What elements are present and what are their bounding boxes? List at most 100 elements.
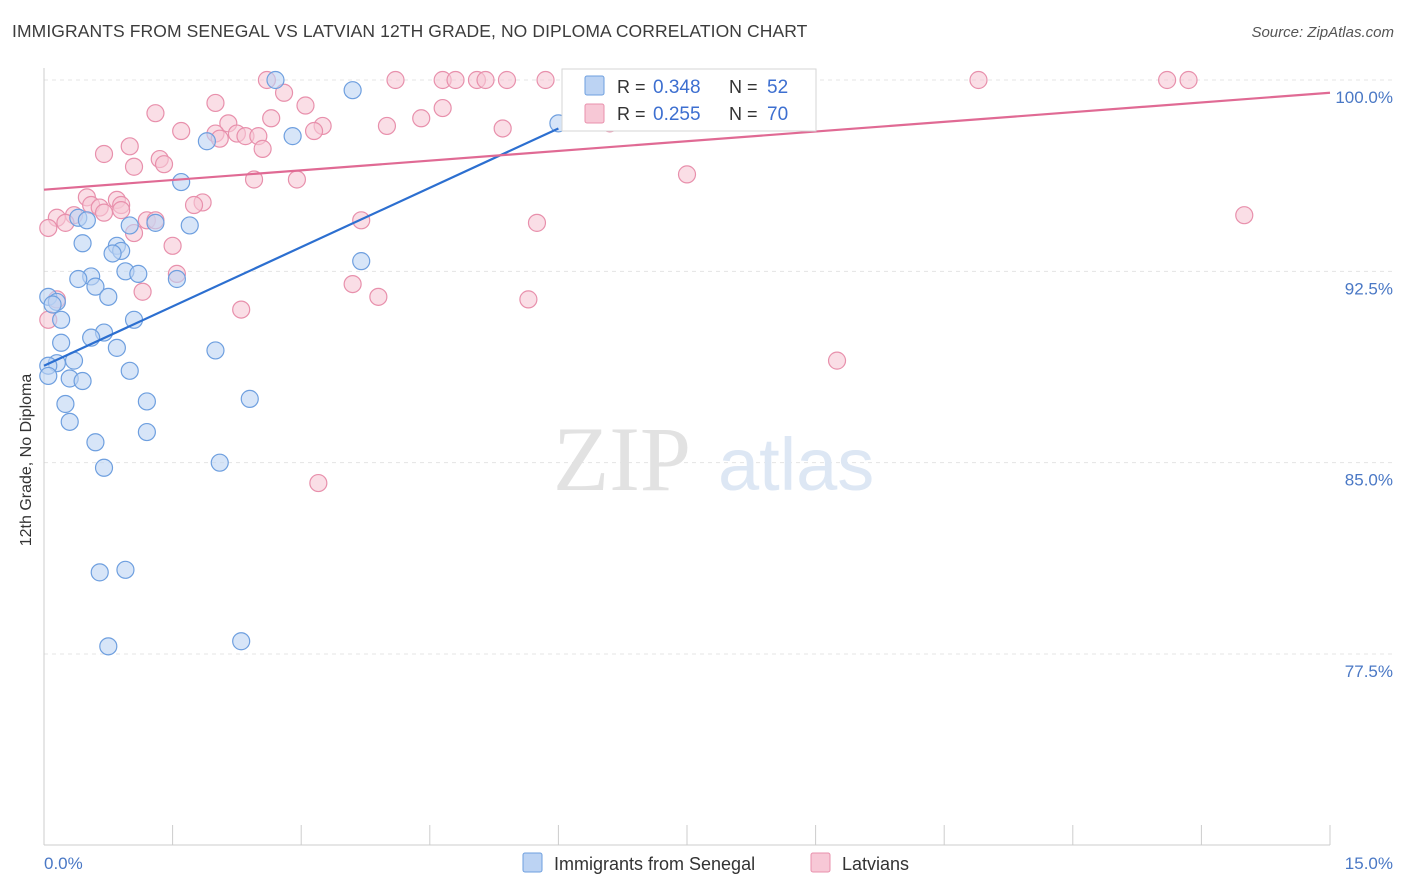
- x-tick-label-0: 0.0%: [44, 854, 83, 873]
- point-latvians-33: [94, 144, 114, 164]
- watermark-atlas: atlas: [718, 423, 874, 506]
- point-latvians-44: [184, 195, 204, 215]
- point-senegal-30: [107, 338, 126, 357]
- legend-swatch-latvians: [584, 103, 605, 124]
- legend-swatch-senegal: [584, 75, 605, 96]
- legend-n-label-senegal: N =: [729, 77, 758, 97]
- point-latvians-18: [412, 109, 431, 128]
- chart-source: Source: ZipAtlas.com: [1251, 24, 1394, 41]
- point-latvians-39: [287, 170, 307, 189]
- point-senegal-17: [129, 264, 148, 283]
- point-senegal-46: [94, 458, 114, 477]
- point-latvians-56: [163, 236, 182, 255]
- point-latvians-58: [133, 282, 152, 301]
- point-senegal-38: [39, 366, 58, 386]
- point-latvians-32: [120, 137, 139, 156]
- point-latvians-69: [112, 201, 131, 220]
- point-latvians-23: [172, 121, 191, 141]
- legend-n-label-latvians: N =: [729, 104, 758, 124]
- point-senegal-45: [210, 453, 229, 472]
- point-senegal-7: [77, 211, 96, 230]
- tick-labels: 100.0% 92.5% 85.0% 77.5% 0.0% 15.0%: [44, 88, 1393, 873]
- point-senegal-47: [90, 563, 109, 582]
- point-latvians-53: [527, 213, 547, 232]
- point-senegal-37: [73, 371, 92, 391]
- point-senegal-26: [52, 310, 71, 329]
- point-latvians-37: [677, 165, 697, 184]
- point-senegal-22: [99, 287, 118, 306]
- legend-r-value-senegal: 0.348: [653, 77, 701, 98]
- point-senegal-3: [197, 132, 216, 151]
- point-senegal-4: [283, 127, 302, 146]
- y-tick-label-3: 77.5%: [1345, 662, 1393, 681]
- point-senegal-39: [240, 389, 259, 408]
- bottom-legend-swatch-senegal: [522, 852, 543, 873]
- point-senegal-40: [137, 392, 156, 411]
- point-senegal-51: [43, 295, 62, 314]
- point-latvians-55: [39, 218, 58, 238]
- y-axis-label: 12th Grade, No Diploma: [18, 374, 35, 547]
- point-latvians-12: [274, 83, 294, 102]
- point-latvians-16: [146, 104, 165, 123]
- point-latvians-59: [343, 274, 362, 294]
- point-senegal-35: [120, 361, 139, 380]
- point-latvians-11: [1179, 70, 1198, 90]
- legend-r-value-latvians: 0.255: [653, 104, 701, 125]
- point-latvians-13: [206, 93, 225, 113]
- y-tick-label-2: 85.0%: [1345, 471, 1393, 490]
- bottom-legend: Immigrants from Senegal Latvians: [522, 852, 909, 874]
- trend-line-latvians: [43, 91, 1331, 191]
- point-senegal-9: [120, 216, 139, 235]
- point-senegal-31: [206, 341, 225, 360]
- point-latvians-65: [827, 351, 847, 370]
- point-latvians-36: [124, 157, 144, 176]
- point-latvians-9: [969, 70, 988, 90]
- point-senegal-14: [103, 244, 122, 263]
- point-latvians-14: [296, 96, 315, 115]
- point-senegal-8: [146, 213, 165, 232]
- point-senegal-10: [180, 216, 199, 235]
- point-senegal-15: [352, 252, 371, 271]
- point-senegal-49: [232, 632, 251, 651]
- point-latvians-10: [1158, 70, 1177, 90]
- point-latvians-21: [377, 116, 397, 136]
- chart-title: IMMIGRANTS FROM SENEGAL VS LATVIAN 12TH …: [12, 21, 808, 41]
- point-senegal-48: [116, 560, 135, 579]
- point-latvians-7: [536, 70, 555, 90]
- legend-r-label-senegal: R =: [617, 77, 646, 97]
- point-senegal-21: [86, 277, 105, 296]
- grid-layer: [44, 79, 1392, 655]
- point-senegal-29: [52, 333, 71, 352]
- point-senegal-20: [167, 269, 186, 289]
- point-senegal-5: [172, 172, 191, 192]
- legend-r-label-latvians: R =: [617, 104, 646, 124]
- x-tick-label-1: 15.0%: [1345, 854, 1393, 873]
- point-senegal-41: [56, 394, 75, 414]
- bottom-legend-label-latvians: Latvians: [842, 854, 909, 874]
- watermark: ZIP atlas: [553, 408, 874, 510]
- legend-n-value-latvians: 70: [767, 104, 788, 125]
- point-latvians-1: [386, 70, 405, 90]
- legend: R = 0.348 N = 52 R = 0.255 N = 70: [561, 68, 817, 132]
- point-latvians-6: [497, 70, 517, 90]
- point-latvians-35: [154, 155, 174, 174]
- point-latvians-60: [369, 287, 388, 306]
- legend-n-value-senegal: 52: [767, 77, 788, 98]
- point-senegal-42: [60, 412, 79, 431]
- point-latvians-61: [519, 290, 538, 309]
- point-latvians-17: [262, 109, 281, 128]
- point-latvians-3: [446, 70, 465, 90]
- trend-line-senegal: [43, 127, 559, 367]
- bottom-legend-label-senegal: Immigrants from Senegal: [554, 854, 755, 874]
- point-latvians-47: [94, 203, 114, 222]
- point-senegal-44: [86, 433, 105, 452]
- point-latvians-15: [433, 98, 452, 118]
- point-latvians-26: [493, 119, 512, 138]
- bottom-legend-swatch-latvians: [810, 852, 831, 873]
- point-senegal-0: [266, 70, 285, 90]
- watermark-zip: ZIP: [553, 408, 691, 510]
- point-latvians-54: [1235, 206, 1254, 225]
- y-tick-label-1: 92.5%: [1345, 279, 1393, 298]
- point-latvians-5: [476, 70, 495, 90]
- point-latvians-66: [309, 473, 328, 493]
